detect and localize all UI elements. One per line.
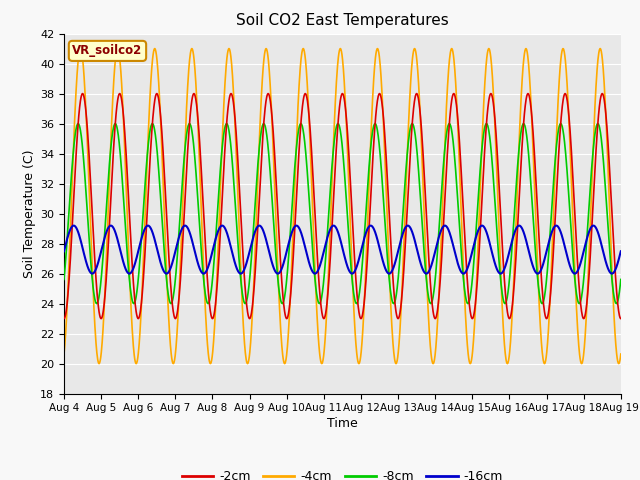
Y-axis label: Soil Temperature (C): Soil Temperature (C) — [23, 149, 36, 278]
Title: Soil CO2 East Temperatures: Soil CO2 East Temperatures — [236, 13, 449, 28]
Legend: -2cm, -4cm, -8cm, -16cm: -2cm, -4cm, -8cm, -16cm — [177, 465, 508, 480]
X-axis label: Time: Time — [327, 418, 358, 431]
Text: VR_soilco2: VR_soilco2 — [72, 44, 143, 58]
